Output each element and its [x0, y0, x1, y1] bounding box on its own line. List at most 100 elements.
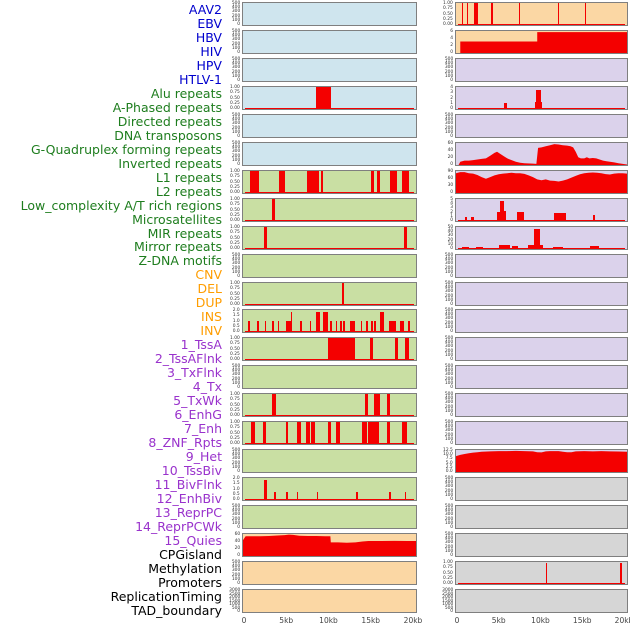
y-tick-label: 0.00	[230, 412, 240, 418]
track-label: 5_TxWk	[173, 393, 222, 409]
y-axis-ticks: 500 400 300 200 100 0	[433, 56, 453, 82]
y-axis-ticks: 500 400 300 200 100 0	[433, 113, 453, 138]
track-panel	[455, 589, 628, 613]
signal-baseline	[244, 247, 415, 249]
track-panel	[455, 2, 628, 26]
y-tick-label: 0.50	[443, 569, 453, 575]
y-tick-label: 0.50	[230, 178, 240, 184]
signal-bar	[511, 246, 518, 249]
y-axis-ticks: 500 400 300 200 100 0	[220, 253, 240, 278]
y-tick-label: 100	[444, 436, 453, 441]
y-tick-label: 400	[444, 423, 453, 429]
y-tick-label: 100	[231, 464, 240, 469]
track-label-column: AAV2 EBV HBV HIV HPV HTLV-1 Alu repeats A-Phase…	[0, 3, 222, 618]
y-tick-label: 500	[231, 604, 240, 610]
y-tick-label: 0	[450, 189, 453, 195]
signal-bar	[263, 479, 268, 500]
y-tick-label: 0.00	[443, 21, 453, 27]
y-axis-ticks: 500 400 300 200 100 0	[433, 532, 453, 557]
y-tick-label: 1.00	[230, 391, 240, 397]
y-tick-label: 200	[444, 431, 453, 437]
y-tick-label: 0.50	[230, 345, 240, 351]
y-tick-label: 100	[231, 17, 240, 22]
y-axis-ticks: 500 400 300 200 100 0	[220, 559, 240, 586]
y-tick-label: 0.25	[230, 212, 240, 217]
track-label: HBV	[195, 29, 222, 45]
y-axis-ticks: 500 400 300 200 100 0	[220, 29, 240, 54]
signal-bar	[343, 321, 346, 332]
signal-bar	[277, 321, 280, 332]
y-tick-label: 0	[237, 161, 240, 167]
y-tick-label: 0	[450, 440, 453, 446]
y-tick-label: 500	[231, 559, 240, 565]
y-tick-label: 0	[237, 580, 240, 586]
x-tick-label: 20kb	[403, 616, 423, 625]
y-axis-ticks: 1.00 0.75 0.50 0.25 0.00	[220, 336, 240, 361]
y-axis-ticks: 12.5 10.0 7.5 5.0 2.5 0.0	[433, 448, 453, 473]
y-tick-label: 500	[444, 252, 453, 258]
track-label: HIV	[200, 43, 222, 59]
signal-bar	[360, 321, 363, 332]
y-axis-ticks: 500 400 300 200 100 0	[220, 141, 240, 167]
y-tick-label: 400	[444, 60, 453, 66]
track-panel	[242, 337, 417, 361]
track-label: 2_TssAFlnk	[154, 351, 222, 367]
y-tick-label: 20	[447, 236, 453, 242]
y-tick-label: 1	[450, 100, 453, 105]
y-tick-label: 500	[444, 419, 453, 425]
y-tick-label: 300	[231, 64, 240, 70]
y-tick-label: 0	[237, 468, 240, 474]
y-tick-label: 200	[444, 543, 453, 549]
y-tick-label: 500	[444, 335, 453, 341]
signal-bar	[545, 562, 548, 584]
y-tick-label: 200	[444, 264, 453, 270]
signal-bar	[612, 247, 617, 249]
signal-bar	[336, 422, 340, 444]
y-axis-ticks: 90 60 30 0	[433, 169, 453, 195]
signal-bar	[620, 562, 623, 584]
y-tick-label: 400	[444, 116, 453, 122]
x-tick-label: 0	[241, 616, 247, 625]
signal-baseline	[244, 414, 415, 416]
y-tick-label: 0	[450, 161, 453, 167]
y-tick-label: 300	[231, 455, 240, 461]
y-tick-label: 0.75	[230, 396, 240, 402]
y-tick-label: 30	[447, 232, 453, 238]
track-panel	[455, 114, 628, 138]
track-label: Promoters	[158, 574, 222, 590]
track-label: Low_complexity A/T rich regions	[20, 197, 222, 213]
signal-bar	[362, 422, 367, 444]
signal-bar	[374, 394, 380, 416]
track-label: CNV	[195, 267, 222, 283]
signal-bar	[518, 3, 521, 25]
signal-bar	[402, 171, 410, 193]
y-tick-label: 2.0	[232, 475, 240, 481]
signal-bar	[499, 200, 504, 221]
track-label: 9_Het	[185, 449, 222, 464]
y-tick-label: 100	[231, 157, 240, 162]
track-label: AAV2	[188, 2, 222, 17]
track-panel	[455, 505, 628, 529]
y-tick-label: 100	[231, 129, 240, 134]
y-tick-label: 10	[447, 241, 453, 246]
y-tick-label: 30	[447, 182, 453, 188]
y-axis-ticks: 1.00 0.75 0.50 0.25 0.00	[220, 85, 240, 110]
y-tick-label: 500	[444, 56, 453, 62]
y-tick-label: 40	[447, 147, 453, 153]
y-tick-label: 300	[444, 483, 453, 489]
y-tick-label: 0	[450, 49, 453, 55]
y-tick-label: 100	[444, 73, 453, 78]
y-tick-label: 100	[444, 380, 453, 385]
track-panel	[455, 393, 628, 417]
y-tick-label: 2	[450, 42, 453, 48]
y-tick-label: 200	[444, 347, 453, 353]
y-tick-label: 4	[450, 200, 453, 206]
y-tick-label: 1.00	[230, 224, 240, 230]
y-tick-label: 300	[444, 371, 453, 377]
y-tick-label: 0	[237, 608, 240, 614]
signal-bar	[497, 212, 500, 221]
y-tick-label: 400	[444, 339, 453, 345]
track-label: DNA transposons	[114, 127, 222, 143]
